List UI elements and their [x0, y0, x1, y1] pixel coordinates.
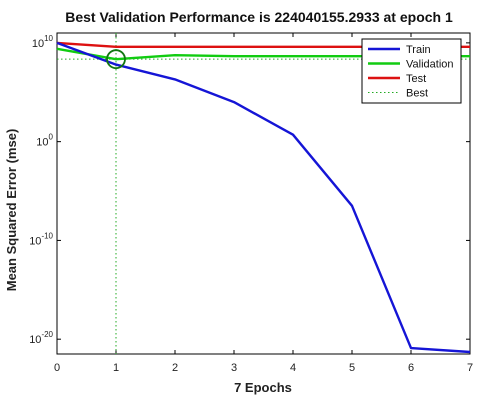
y-axis-label: Mean Squared Error (mse) [4, 129, 19, 292]
y-tick-label: 10-20 [29, 330, 53, 346]
x-tick-label: 5 [349, 362, 355, 374]
legend-label-train: Train [406, 44, 431, 56]
y-tick-base: 10 [36, 137, 48, 149]
legend-label-test: Test [406, 73, 426, 85]
y-tick-exponent: 0 [49, 133, 54, 142]
best-epoch-marker [106, 49, 126, 70]
x-axis-label: 7 Epochs [234, 380, 292, 395]
x-tick-label: 2 [172, 362, 178, 374]
x-axis-ticks: 0 1 2 3 4 5 6 7 [54, 33, 473, 374]
legend-label-best: Best [406, 88, 428, 100]
y-tick-base: 10 [32, 38, 44, 50]
y-tick-base: 10 [29, 235, 41, 247]
x-tick-label: 7 [467, 362, 473, 374]
y-tick-exponent: -10 [41, 231, 53, 240]
y-tick-label: 1010 [32, 34, 54, 50]
y-tick-exponent: 10 [44, 34, 53, 43]
legend-label-validation: Validation [406, 59, 454, 71]
x-tick-label: 3 [231, 362, 237, 374]
y-tick-exponent: -20 [41, 330, 53, 339]
y-tick-label: 10-10 [29, 231, 53, 247]
x-tick-label: 1 [113, 362, 119, 374]
chart-title: Best Validation Performance is 224040155… [65, 9, 453, 25]
x-tick-label: 4 [290, 362, 296, 374]
y-tick-label: 100 [36, 133, 53, 149]
legend: Train Validation Test Best [361, 38, 462, 104]
series-line-train [56, 41, 471, 354]
x-tick-label: 0 [54, 362, 60, 374]
y-tick-base: 10 [29, 334, 41, 346]
x-tick-label: 6 [408, 362, 414, 374]
